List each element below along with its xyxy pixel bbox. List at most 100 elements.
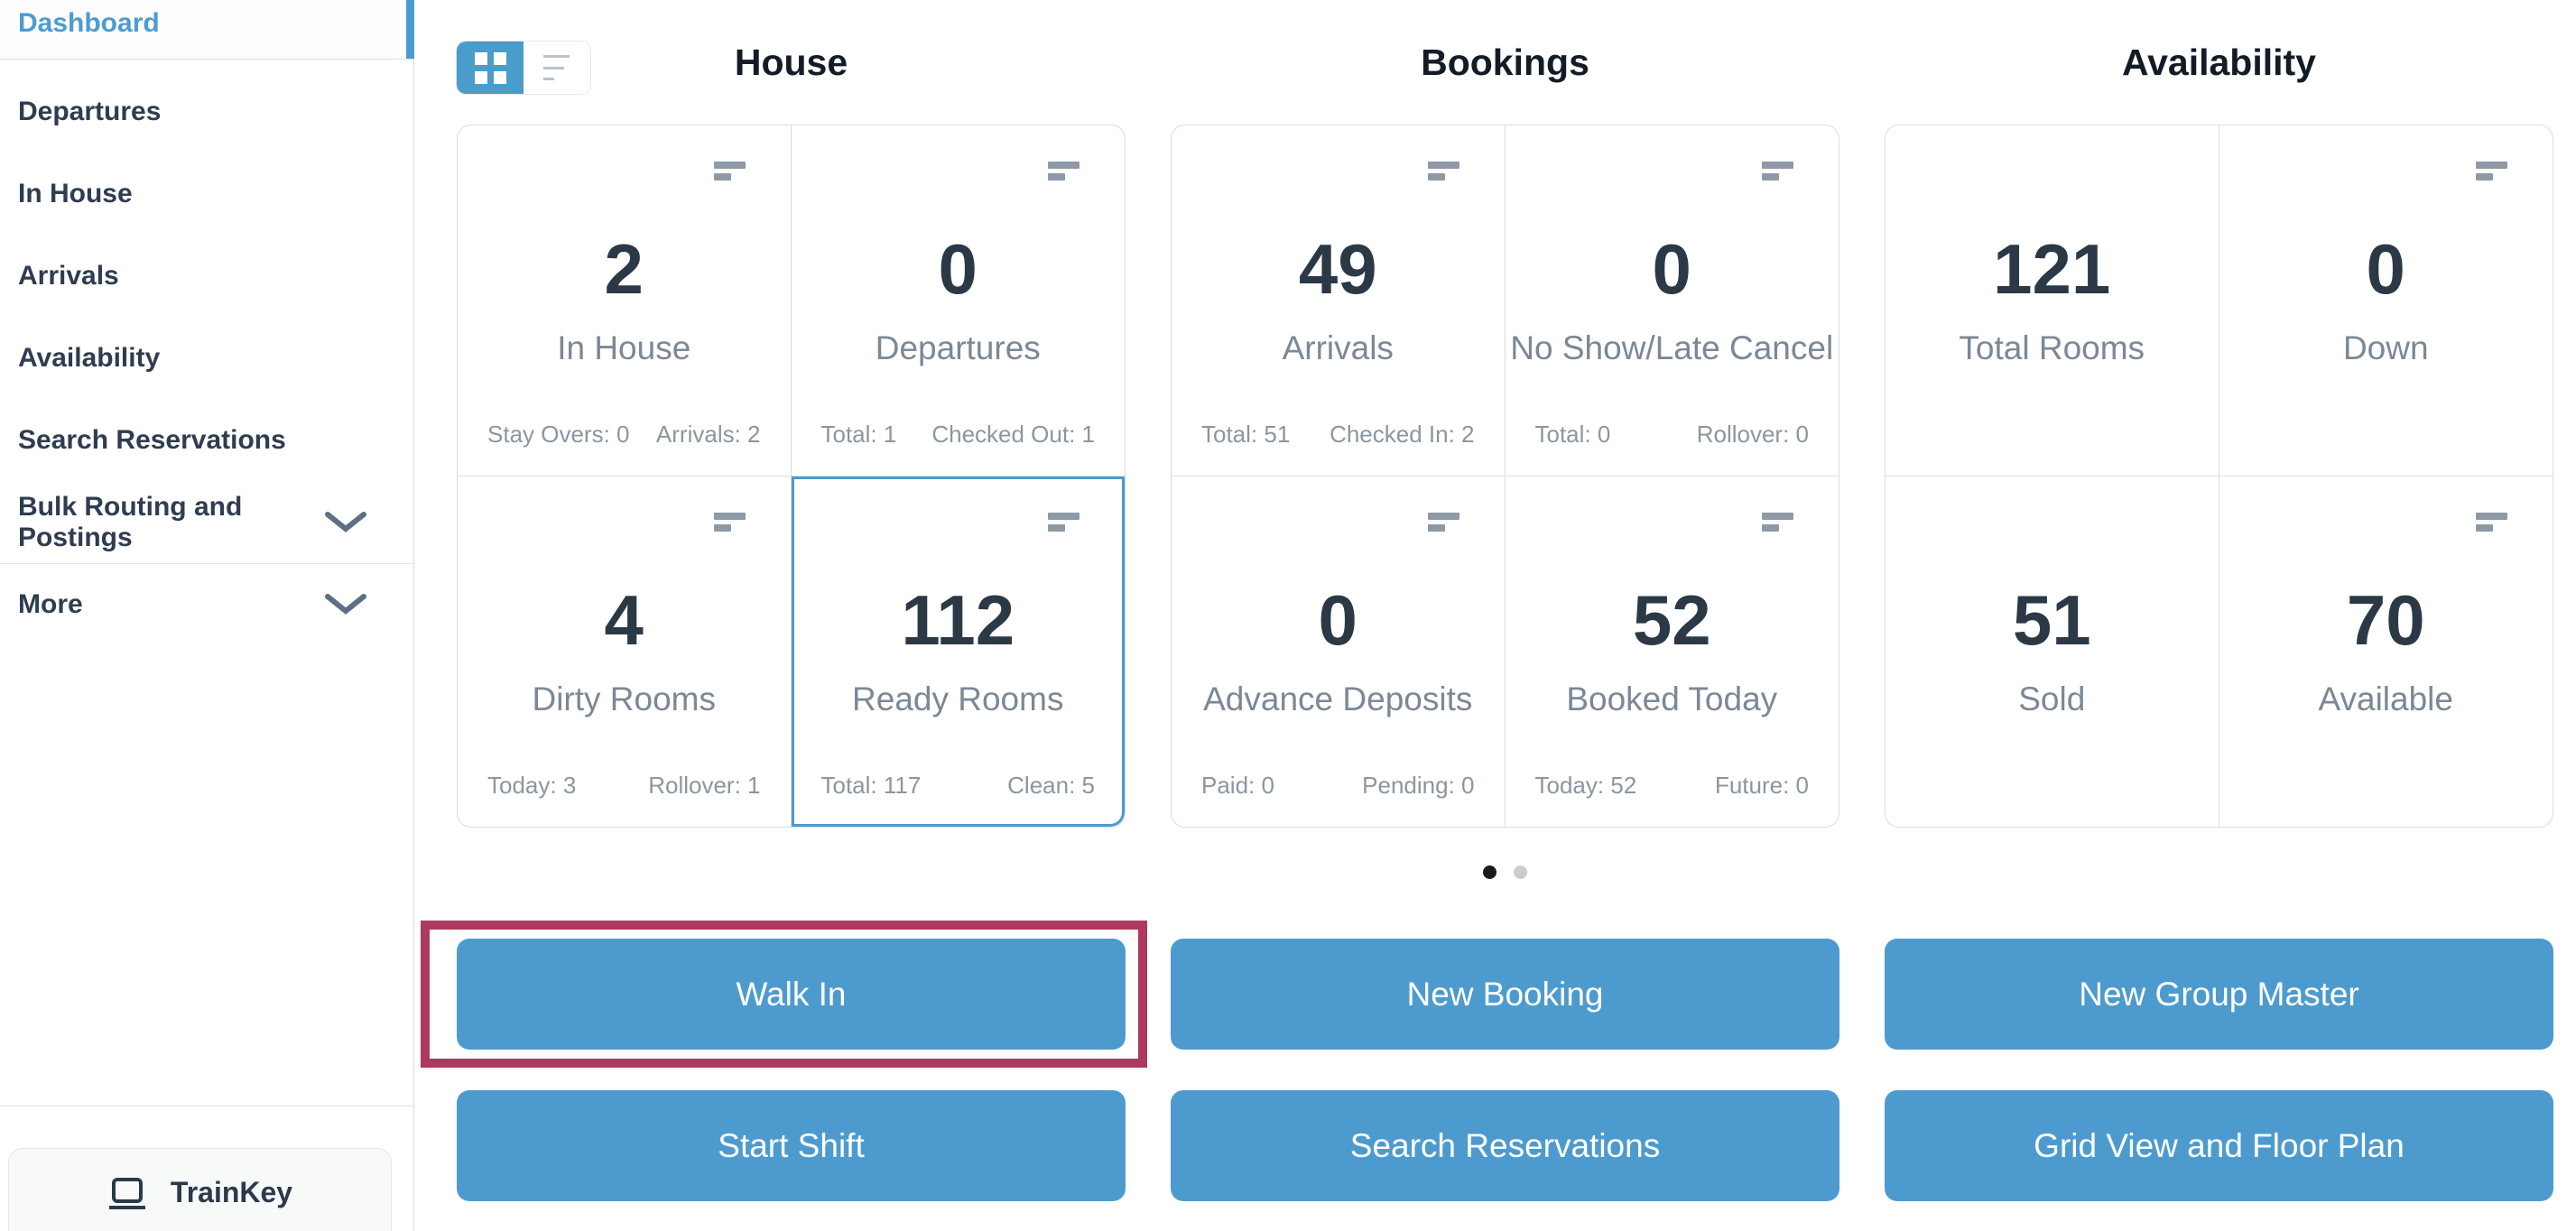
stat-footer-left: Total: 51 (1201, 420, 1291, 448)
sidebar-item-label: Availability (18, 342, 161, 373)
stat-footer-right: Pending: 0 (1362, 772, 1475, 799)
stat-footer-left: Today: 3 (487, 772, 577, 799)
carousel-pagination (1171, 828, 1839, 879)
stat-card-dirty-rooms[interactable]: 4 Dirty Rooms Today: 3 Rollover: 1 (458, 476, 792, 827)
stat-value: 49 (1298, 228, 1377, 309)
sidebar-item-label: More (18, 589, 83, 619)
stat-label: Booked Today (1566, 680, 1778, 717)
stat-footer-right: Clean: 5 (1007, 772, 1095, 799)
stat-value: 0 (938, 228, 978, 309)
grid-view-floor-plan-button[interactable]: Grid View and Floor Plan (1885, 1090, 2553, 1201)
list-view-icon (543, 55, 570, 80)
stat-footer: Stay Overs: 0 Arrivals: 2 (487, 421, 761, 449)
stat-footer-left: Total: 0 (1534, 420, 1611, 448)
stat-card-ready-rooms[interactable]: 112 Ready Rooms Total: 117 Clean: 5 (792, 477, 1126, 828)
view-toggle (457, 42, 590, 94)
grid-view-icon (474, 51, 506, 84)
sidebar-item-arrivals[interactable]: Arrivals (0, 235, 413, 317)
stat-card-down[interactable]: 0 Down (2219, 125, 2553, 477)
pagination-dot-1[interactable] (1483, 865, 1496, 879)
availability-card-group: 121 Total Rooms 0 Down 51 Sold 70 Availa… (1885, 125, 2553, 828)
card-menu-icon[interactable] (1427, 512, 1459, 532)
stat-label: Total Rooms (1959, 329, 2145, 366)
stat-footer-left: Today: 52 (1534, 772, 1637, 799)
stat-card-arrivals[interactable]: 49 Arrivals Total: 51 Checked In: 2 (1172, 125, 1506, 477)
stat-card-booked-today[interactable]: 52 Booked Today Today: 52 Future: 0 (1506, 477, 1839, 828)
sidebar-item-bulk-routing-and-postings[interactable]: Bulk Routing and Postings (0, 481, 413, 563)
sidebar-item-dashboard[interactable]: Dashboard (0, 0, 414, 60)
stat-card-advance-deposits[interactable]: 0 Advance Deposits Paid: 0 Pending: 0 (1172, 476, 1506, 827)
stat-value: 2 (604, 228, 644, 309)
stat-footer-right: Rollover: 1 (648, 772, 761, 799)
card-menu-icon[interactable] (713, 162, 746, 180)
new-group-master-button[interactable]: New Group Master (1885, 939, 2553, 1050)
stat-footer-left: Total: 1 (820, 420, 897, 448)
sidebar-item-label: Dashboard (18, 7, 160, 38)
stat-value: 121 (1993, 228, 2111, 309)
stat-card-total-rooms[interactable]: 121 Total Rooms (1886, 125, 2219, 477)
trainkey-label: TrainKey (170, 1176, 293, 1208)
stat-card-no-show-late-cancel[interactable]: 0 No Show/Late Cancel Total: 0 Rollover:… (1505, 125, 1839, 477)
chevron-down-icon (325, 511, 366, 533)
stat-label: In House (557, 329, 691, 366)
stat-footer-right: Checked In: 2 (1330, 420, 1475, 448)
card-menu-icon[interactable] (713, 512, 746, 532)
sidebar: Dashboard Departures In House Arrivals A… (0, 0, 414, 1231)
card-menu-icon[interactable] (1762, 162, 1793, 180)
stat-card-in-house[interactable]: 2 In House Stay Overs: 0 Arrivals: 2 (458, 125, 792, 477)
stat-value: 0 (2366, 228, 2405, 309)
sidebar-item-label: Departures (18, 96, 162, 126)
stat-footer: Total: 1 Checked Out: 1 (821, 421, 1096, 449)
sidebar-item-departures[interactable]: Departures (0, 70, 413, 153)
bookings-card-group: 49 Arrivals Total: 51 Checked In: 2 0 No… (1171, 125, 1839, 828)
sidebar-nav-list: Departures In House Arrivals Availabilit… (0, 60, 413, 645)
stat-value: 4 (604, 579, 644, 660)
card-menu-icon[interactable] (1048, 512, 1080, 532)
stat-card-departures[interactable]: 0 Departures Total: 1 Checked Out: 1 (791, 125, 1125, 477)
house-header: House (457, 0, 1126, 125)
stat-footer-right: Rollover: 0 (1696, 420, 1809, 448)
bookings-header: Bookings (1171, 0, 1839, 125)
stat-value: 0 (1652, 228, 1691, 309)
sidebar-item-more[interactable]: More (0, 563, 413, 645)
section-title-house: House (734, 41, 848, 83)
list-view-button[interactable] (524, 42, 590, 94)
walk-in-button[interactable]: Walk In (457, 939, 1126, 1050)
card-menu-icon[interactable] (1048, 162, 1080, 180)
stat-label: No Show/Late Cancel (1510, 329, 1834, 366)
card-menu-icon[interactable] (2476, 162, 2507, 180)
section-title-availability: Availability (2122, 41, 2316, 83)
stat-footer-left: Paid: 0 (1201, 772, 1274, 799)
sidebar-item-in-house[interactable]: In House (0, 153, 413, 235)
active-accent-bar (406, 0, 414, 59)
laptop-icon (107, 1178, 147, 1219)
stat-value: 0 (1318, 579, 1357, 660)
sidebar-item-label: Bulk Routing and Postings (18, 491, 243, 552)
sidebar-item-label: Search Reservations (18, 424, 286, 455)
sidebar-footer: TrainKey (0, 1106, 413, 1231)
stat-value: 52 (1632, 579, 1711, 660)
stat-card-sold[interactable]: 51 Sold (1886, 476, 2219, 827)
chevron-down-icon (325, 594, 366, 616)
trainkey-button[interactable]: TrainKey (8, 1148, 392, 1231)
stat-label: Available (2318, 680, 2453, 717)
card-menu-icon[interactable] (1427, 162, 1459, 180)
stat-value: 51 (2012, 579, 2091, 660)
stat-footer-left: Stay Overs: 0 (487, 420, 630, 448)
walk-in-button-wrap: Walk In (421, 921, 1147, 1068)
stat-footer: Total: 51 Checked In: 2 (1201, 421, 1475, 449)
sidebar-item-availability[interactable]: Availability (0, 317, 413, 399)
card-menu-icon[interactable] (1762, 512, 1793, 532)
stat-label: Down (2342, 329, 2429, 366)
stat-footer-left: Total: 117 (820, 772, 922, 799)
sidebar-item-label: Arrivals (18, 260, 119, 291)
start-shift-button[interactable]: Start Shift (457, 1090, 1126, 1201)
search-reservations-button[interactable]: Search Reservations (1171, 1090, 1839, 1201)
new-booking-button[interactable]: New Booking (1171, 939, 1839, 1050)
stat-card-available[interactable]: 70 Available (2219, 477, 2553, 828)
pagination-dot-2[interactable] (1514, 865, 1527, 879)
sidebar-item-search-reservations[interactable]: Search Reservations (0, 399, 413, 481)
stat-footer: Today: 3 Rollover: 1 (487, 772, 761, 800)
grid-view-button[interactable] (457, 42, 524, 94)
card-menu-icon[interactable] (2476, 512, 2507, 532)
